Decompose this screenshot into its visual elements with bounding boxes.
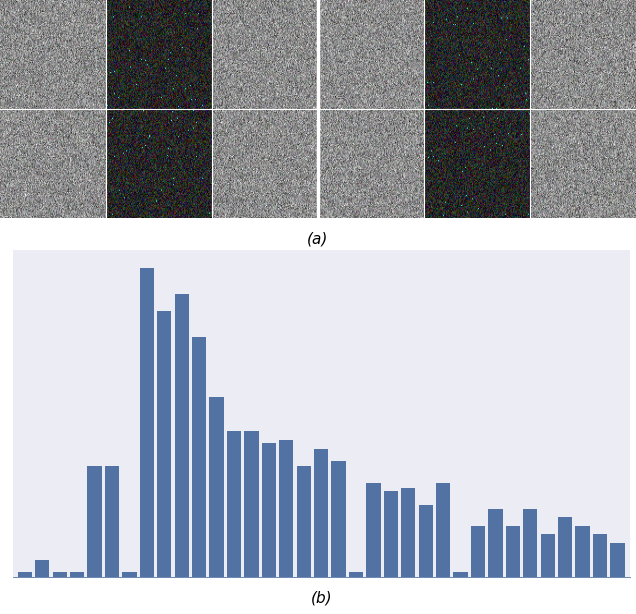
Bar xyxy=(506,526,520,577)
Bar xyxy=(453,572,467,577)
Bar xyxy=(331,460,346,577)
Bar xyxy=(157,311,172,577)
Bar xyxy=(366,483,380,577)
Text: (b): (b) xyxy=(310,590,332,605)
Bar xyxy=(105,465,119,577)
Bar xyxy=(175,294,189,577)
Bar xyxy=(418,505,433,577)
Bar xyxy=(35,560,50,577)
Bar xyxy=(209,397,224,577)
Text: (a): (a) xyxy=(307,231,329,246)
Bar xyxy=(314,448,328,577)
Bar xyxy=(541,534,555,577)
Bar xyxy=(384,491,398,577)
Bar xyxy=(488,508,502,577)
Bar xyxy=(523,508,537,577)
Bar xyxy=(296,465,311,577)
Bar xyxy=(140,268,154,577)
Bar xyxy=(192,337,206,577)
Bar xyxy=(401,488,415,577)
Bar xyxy=(122,572,137,577)
Bar xyxy=(593,534,607,577)
Bar xyxy=(349,572,363,577)
Bar xyxy=(244,432,259,577)
Bar xyxy=(471,526,485,577)
Bar xyxy=(436,483,450,577)
Bar xyxy=(611,543,625,577)
Bar xyxy=(70,572,85,577)
Bar xyxy=(88,465,102,577)
Bar xyxy=(558,517,572,577)
Bar xyxy=(18,572,32,577)
Bar xyxy=(279,440,293,577)
Bar xyxy=(53,572,67,577)
Bar xyxy=(227,432,241,577)
Bar xyxy=(576,526,590,577)
Bar xyxy=(262,443,276,577)
